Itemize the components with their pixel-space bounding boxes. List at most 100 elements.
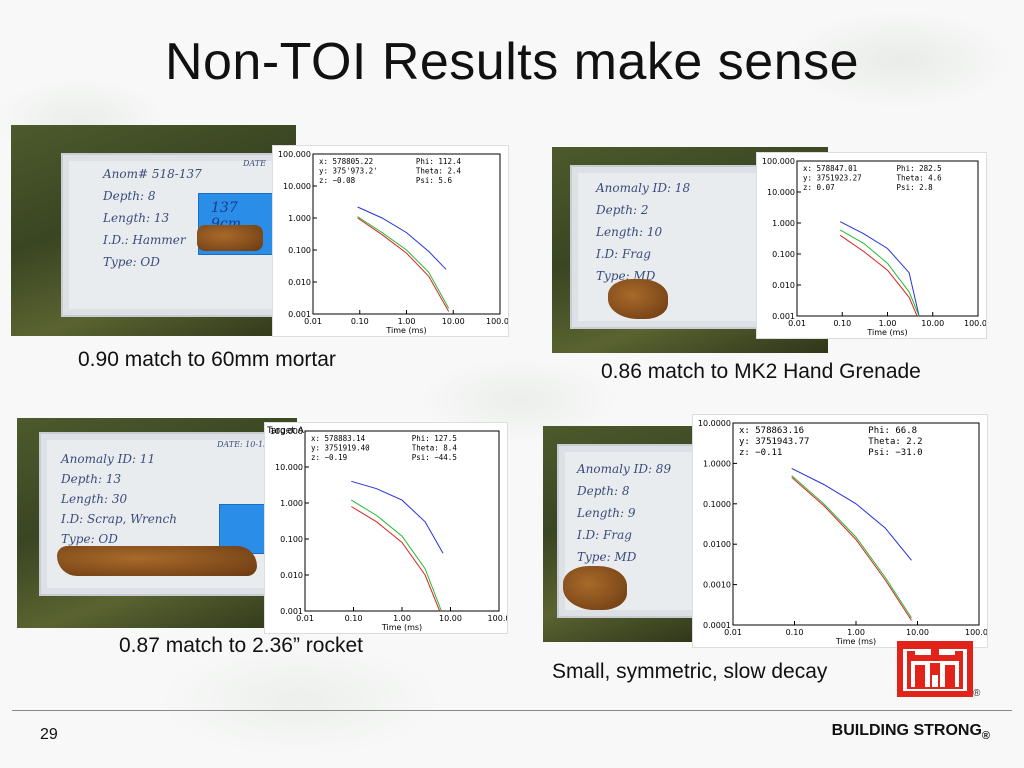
- decay-series-line: [839, 221, 920, 317]
- panel-caption: Small, symmetric, slow decay: [552, 660, 828, 683]
- decay-plot-2: 100.000 10.000 1.000 0.100 0.010 0.001 0.01 0.1…: [756, 152, 987, 339]
- x-axis-label: Time (ms): [835, 637, 876, 646]
- decay-series-line: [791, 477, 912, 621]
- x-tick-label: 0.10: [833, 319, 851, 328]
- readout-angle: Psi: −44.5: [412, 453, 457, 462]
- y-tick-label: 1.000: [288, 214, 311, 223]
- decay-series-line: [791, 467, 912, 561]
- y-tick-label: 0.010: [280, 571, 303, 580]
- decay-series-line: [351, 506, 441, 612]
- readout-angle: Theta: 2.2: [868, 437, 922, 447]
- readout-angle: Theta: 8.4: [412, 444, 458, 453]
- y-tick-label: 0.100: [280, 535, 303, 544]
- readout-angle: Theta: 2.4: [416, 167, 462, 176]
- board-line: Depth: 8: [577, 484, 630, 498]
- y-tick-label: 10.0000: [698, 419, 731, 428]
- x-tick-label: 10.00: [921, 319, 944, 328]
- board-line: Anomaly ID: 11: [61, 452, 156, 466]
- board-line: I.D: Scrap, Wrench: [61, 512, 177, 526]
- decay-series-line: [357, 217, 450, 312]
- panel-caption: 0.90 match to 60mm mortar: [78, 348, 336, 371]
- x-tick-label: 100.00: [486, 317, 508, 326]
- board-line: Length: 13: [103, 211, 170, 225]
- decay-series-line: [357, 206, 447, 270]
- recovered-object: [563, 566, 627, 610]
- recovered-object: [197, 225, 263, 251]
- y-tick-label: 1.000: [772, 219, 795, 228]
- x-tick-label: 0.10: [786, 628, 804, 637]
- readout-label: z: −0.08: [319, 176, 356, 185]
- castle-logo: [897, 641, 973, 697]
- readout-label: x: 578863.16: [739, 426, 804, 436]
- panel-caption: 0.86 match to MK2 Hand Grenade: [601, 360, 921, 383]
- board-line: Depth: 2: [596, 203, 649, 217]
- y-tick-label: 0.100: [772, 250, 795, 259]
- decay-series-line: [351, 499, 442, 612]
- board-line: Type: OD: [61, 532, 118, 546]
- plot-title: Target A.: [266, 426, 307, 436]
- y-tick-label: 0.010: [772, 281, 795, 290]
- readout-label: y: 3751923.27: [803, 174, 862, 183]
- board-line: I.D: Frag: [577, 528, 632, 542]
- decay-series-line: [791, 475, 912, 619]
- field-photo-4: Anomaly ID: 89 Depth: 8 Length: 9 I.D: F…: [543, 426, 698, 642]
- decay-series-line: [839, 234, 918, 317]
- y-tick-label: 100.000: [270, 427, 303, 436]
- board-line: I.D: Frag: [596, 247, 651, 261]
- x-tick-label: 100.00: [964, 319, 986, 328]
- y-tick-label: 0.0100: [703, 540, 731, 549]
- x-axis-label: Time (ms): [866, 328, 907, 337]
- decay-plot-1: 100.000 10.000 1.000 0.100 0.010 0.001 0.01 0.1…: [272, 145, 509, 337]
- board-line: I.D.: Hammer: [103, 233, 186, 247]
- x-tick-label: 0.10: [345, 614, 363, 623]
- slide-title: Non-TOI Results make sense: [164, 33, 860, 91]
- board-line: Anom# 518-137: [103, 167, 202, 181]
- decay-plot-4: 10.0000 1.0000 0.1000 0.0100 0.0010 0.0001 0.0…: [692, 414, 988, 648]
- readout-label: y: 3751919.40: [311, 444, 370, 453]
- x-tick-label: 0.01: [724, 628, 742, 637]
- footer-divider: [12, 710, 1012, 711]
- readout-angle: Phi: 282.5: [897, 164, 942, 173]
- decay-chart: 100.000 10.000 1.000 0.100 0.010 0.0010.01 0.1…: [762, 157, 986, 337]
- field-photo-1: Anom# 518-137 DATE Depth: 8 Length: 13 I…: [11, 125, 296, 336]
- y-tick-label: 100.000: [762, 157, 795, 166]
- x-tick-label: 0.01: [304, 317, 322, 326]
- readout-label: z: −0.11: [739, 448, 782, 458]
- readout-angle: Psi: −31.0: [868, 448, 922, 458]
- decay-series-line: [839, 229, 920, 317]
- x-tick-label: 10.00: [439, 614, 462, 623]
- decay-series-line: [351, 480, 444, 554]
- page-number: 29: [40, 726, 58, 743]
- y-tick-label: 1.0000: [703, 459, 731, 468]
- x-tick-label: 100.0: [488, 614, 507, 623]
- board-line: Depth: 13: [61, 472, 122, 486]
- y-tick-label: 10.000: [283, 182, 311, 191]
- board-line: Anomaly ID: 89: [577, 462, 672, 476]
- board-line: Type: MD: [577, 550, 637, 564]
- board-line: DATE: [243, 159, 266, 168]
- board-line: Anomaly ID: 18: [596, 181, 691, 195]
- readout-angle: Psi: 5.6: [416, 176, 453, 185]
- readout-label: z: −0.19: [311, 453, 347, 462]
- y-tick-label: 0.010: [288, 278, 311, 287]
- readout-angle: Phi: 66.8: [868, 426, 917, 436]
- recovered-object: [57, 546, 257, 576]
- registered-mark: ®: [973, 688, 981, 699]
- board-line: Type: OD: [103, 255, 160, 269]
- board-line: Length: 10: [596, 225, 663, 239]
- y-tick-label: 1.000: [280, 499, 303, 508]
- readout-angle: Phi: 127.5: [412, 434, 457, 443]
- x-tick-label: 10.00: [906, 628, 929, 637]
- x-tick-label: 0.01: [788, 319, 806, 328]
- readout-label: y: 3751943.77: [739, 437, 809, 447]
- board-line: Length: 30: [61, 492, 128, 506]
- x-tick-label: 1.00: [393, 614, 411, 623]
- y-tick-label: 100.000: [278, 150, 311, 159]
- x-tick-label: 0.10: [351, 317, 369, 326]
- brand-mark: ®: [981, 730, 990, 743]
- board-line: Depth: 8: [103, 189, 156, 203]
- decay-chart: 100.000 10.000 1.000 0.100 0.010 0.0010.01 0.1…: [266, 426, 507, 632]
- x-tick-label: 0.01: [296, 614, 314, 623]
- decay-series-line: [357, 216, 450, 309]
- y-tick-label: 0.100: [288, 246, 311, 255]
